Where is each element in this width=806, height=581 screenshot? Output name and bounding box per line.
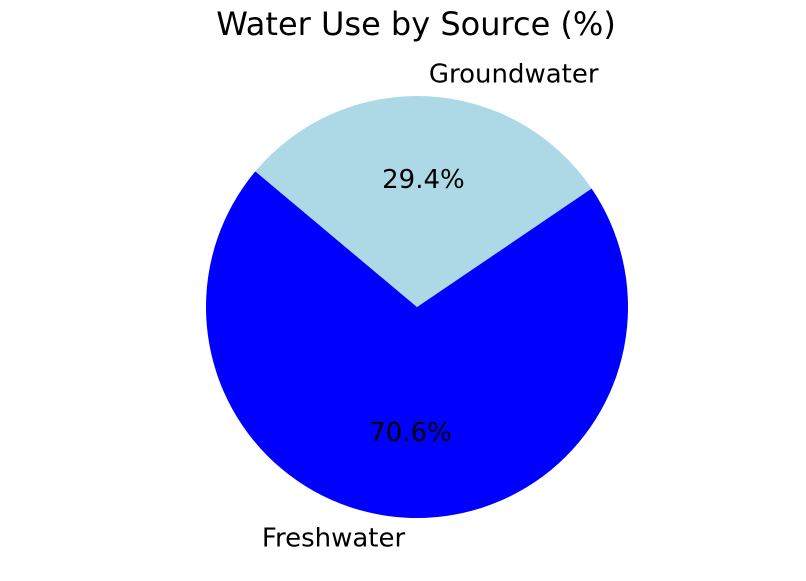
slice-percent-groundwater: 29.4% — [382, 165, 465, 195]
slice-percent-freshwater: 70.6% — [369, 418, 452, 448]
pie-labels: Freshwater 70.6% Groundwater 29.4% — [262, 60, 599, 554]
chart-title: Water Use by Source (%) — [216, 5, 616, 43]
pie-slices — [206, 95, 629, 518]
pie-slice-freshwater — [206, 171, 629, 518]
pie-slice-groundwater — [255, 95, 592, 307]
slice-label-groundwater: Groundwater — [429, 60, 599, 90]
slice-label-freshwater: Freshwater — [262, 523, 406, 553]
